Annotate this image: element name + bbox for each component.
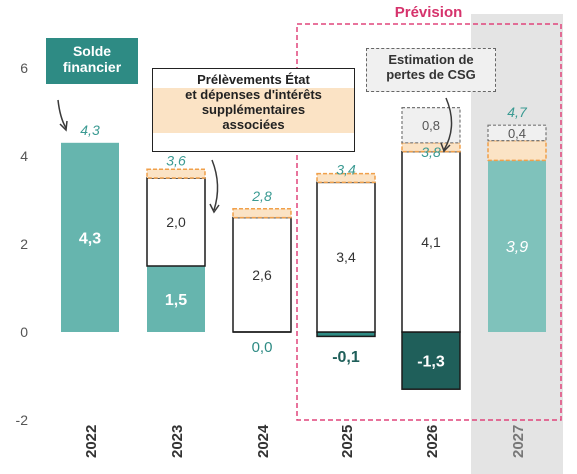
label-solde: 3,9 [506,239,528,256]
label-total: 3,4 [336,161,356,177]
x-tick-label: 2027 [510,425,527,458]
y-tick-label: 6 [20,60,28,76]
label-total: 2,8 [251,188,272,204]
callout-csg-line2: pertes de CSG [386,66,476,82]
forecast-frame [296,23,562,421]
bar-interets [316,172,376,184]
bar-prelevements [316,181,376,333]
bar-prelevements [401,150,461,333]
y-axis: -2 0 2 4 6 [16,60,29,428]
callout-arrows [57,97,453,214]
callout-prelevements-line3: supplémentaires [153,102,354,118]
label-csg: 0,4 [508,126,526,141]
y-tick-label: 2 [20,236,28,252]
bar-solde [147,266,205,332]
bar-solde [488,160,546,332]
label-total: 3,6 [166,153,186,169]
x-tick-label: 2024 [255,424,272,458]
label-solde: -1,3 [417,354,445,371]
label-prelevements: 3,4 [336,249,356,265]
arrow-csg [443,97,453,151]
bar-csg [487,124,547,142]
x-axis: 2022 2023 2024 2025 2026 2027 [83,424,527,458]
bar-interets [401,142,461,153]
bar-solde [61,142,119,332]
label-solde: -0,1 [332,349,360,366]
y-tick-label: 0 [20,324,28,340]
label-csg: 0,8 [422,118,440,133]
bar-interets [487,139,547,162]
y-tick-label: -2 [16,412,29,428]
bar-interets [232,208,292,219]
callout-prelevements: Prélèvements État et dépenses d'intérêts… [152,68,355,152]
bar-interets [146,168,206,179]
bar-prelevements [146,177,206,267]
label-solde: 0,0 [252,339,273,356]
callout-csg: Estimation de pertes de CSG [366,48,496,92]
bars [61,106,547,390]
callout-solde-text: Solde financier [62,43,122,76]
x-tick-label: 2025 [339,425,356,458]
callout-prelevements-line1: Prélèvements État [153,69,354,88]
label-solde: 4,3 [79,230,101,247]
callout-solde-financier: Solde financier [46,38,138,84]
label-total: 3,8 [421,144,441,160]
data-labels: 4,3 4,3 1,5 2,0 3,6 0,0 2,6 2,8 -0,1 3,4 3,4 0,8 -1,… [79,104,528,370]
y-tick-label: 4 [20,148,28,164]
callout-csg-line1: Estimation de [388,52,474,67]
x-tick-label: 2026 [424,425,441,458]
arrow-csg-head [440,142,451,153]
label-solde: 1,5 [165,292,187,309]
x-tick-label: 2022 [83,425,100,458]
arrow-prelevements-head [209,203,220,214]
label-total: 4,3 [80,122,100,138]
label-prelevements: 4,1 [421,234,441,250]
label-prelevements: 2,6 [252,267,272,283]
callout-prelevements-line2: et dépenses d'intérêts [153,87,354,103]
label-prelevements: 2,0 [166,214,186,230]
label-total: 4,7 [507,104,528,120]
bar-solde-negative [401,331,461,390]
arrow-prelevements [211,159,219,211]
x-tick-label: 2023 [169,425,186,458]
callout-prelevements-line4: associées [153,117,354,133]
arrow-solde [57,99,67,129]
arrow-solde-head [59,120,68,132]
forecast-title: Prévision [394,4,463,21]
bar-prelevements [232,216,292,333]
